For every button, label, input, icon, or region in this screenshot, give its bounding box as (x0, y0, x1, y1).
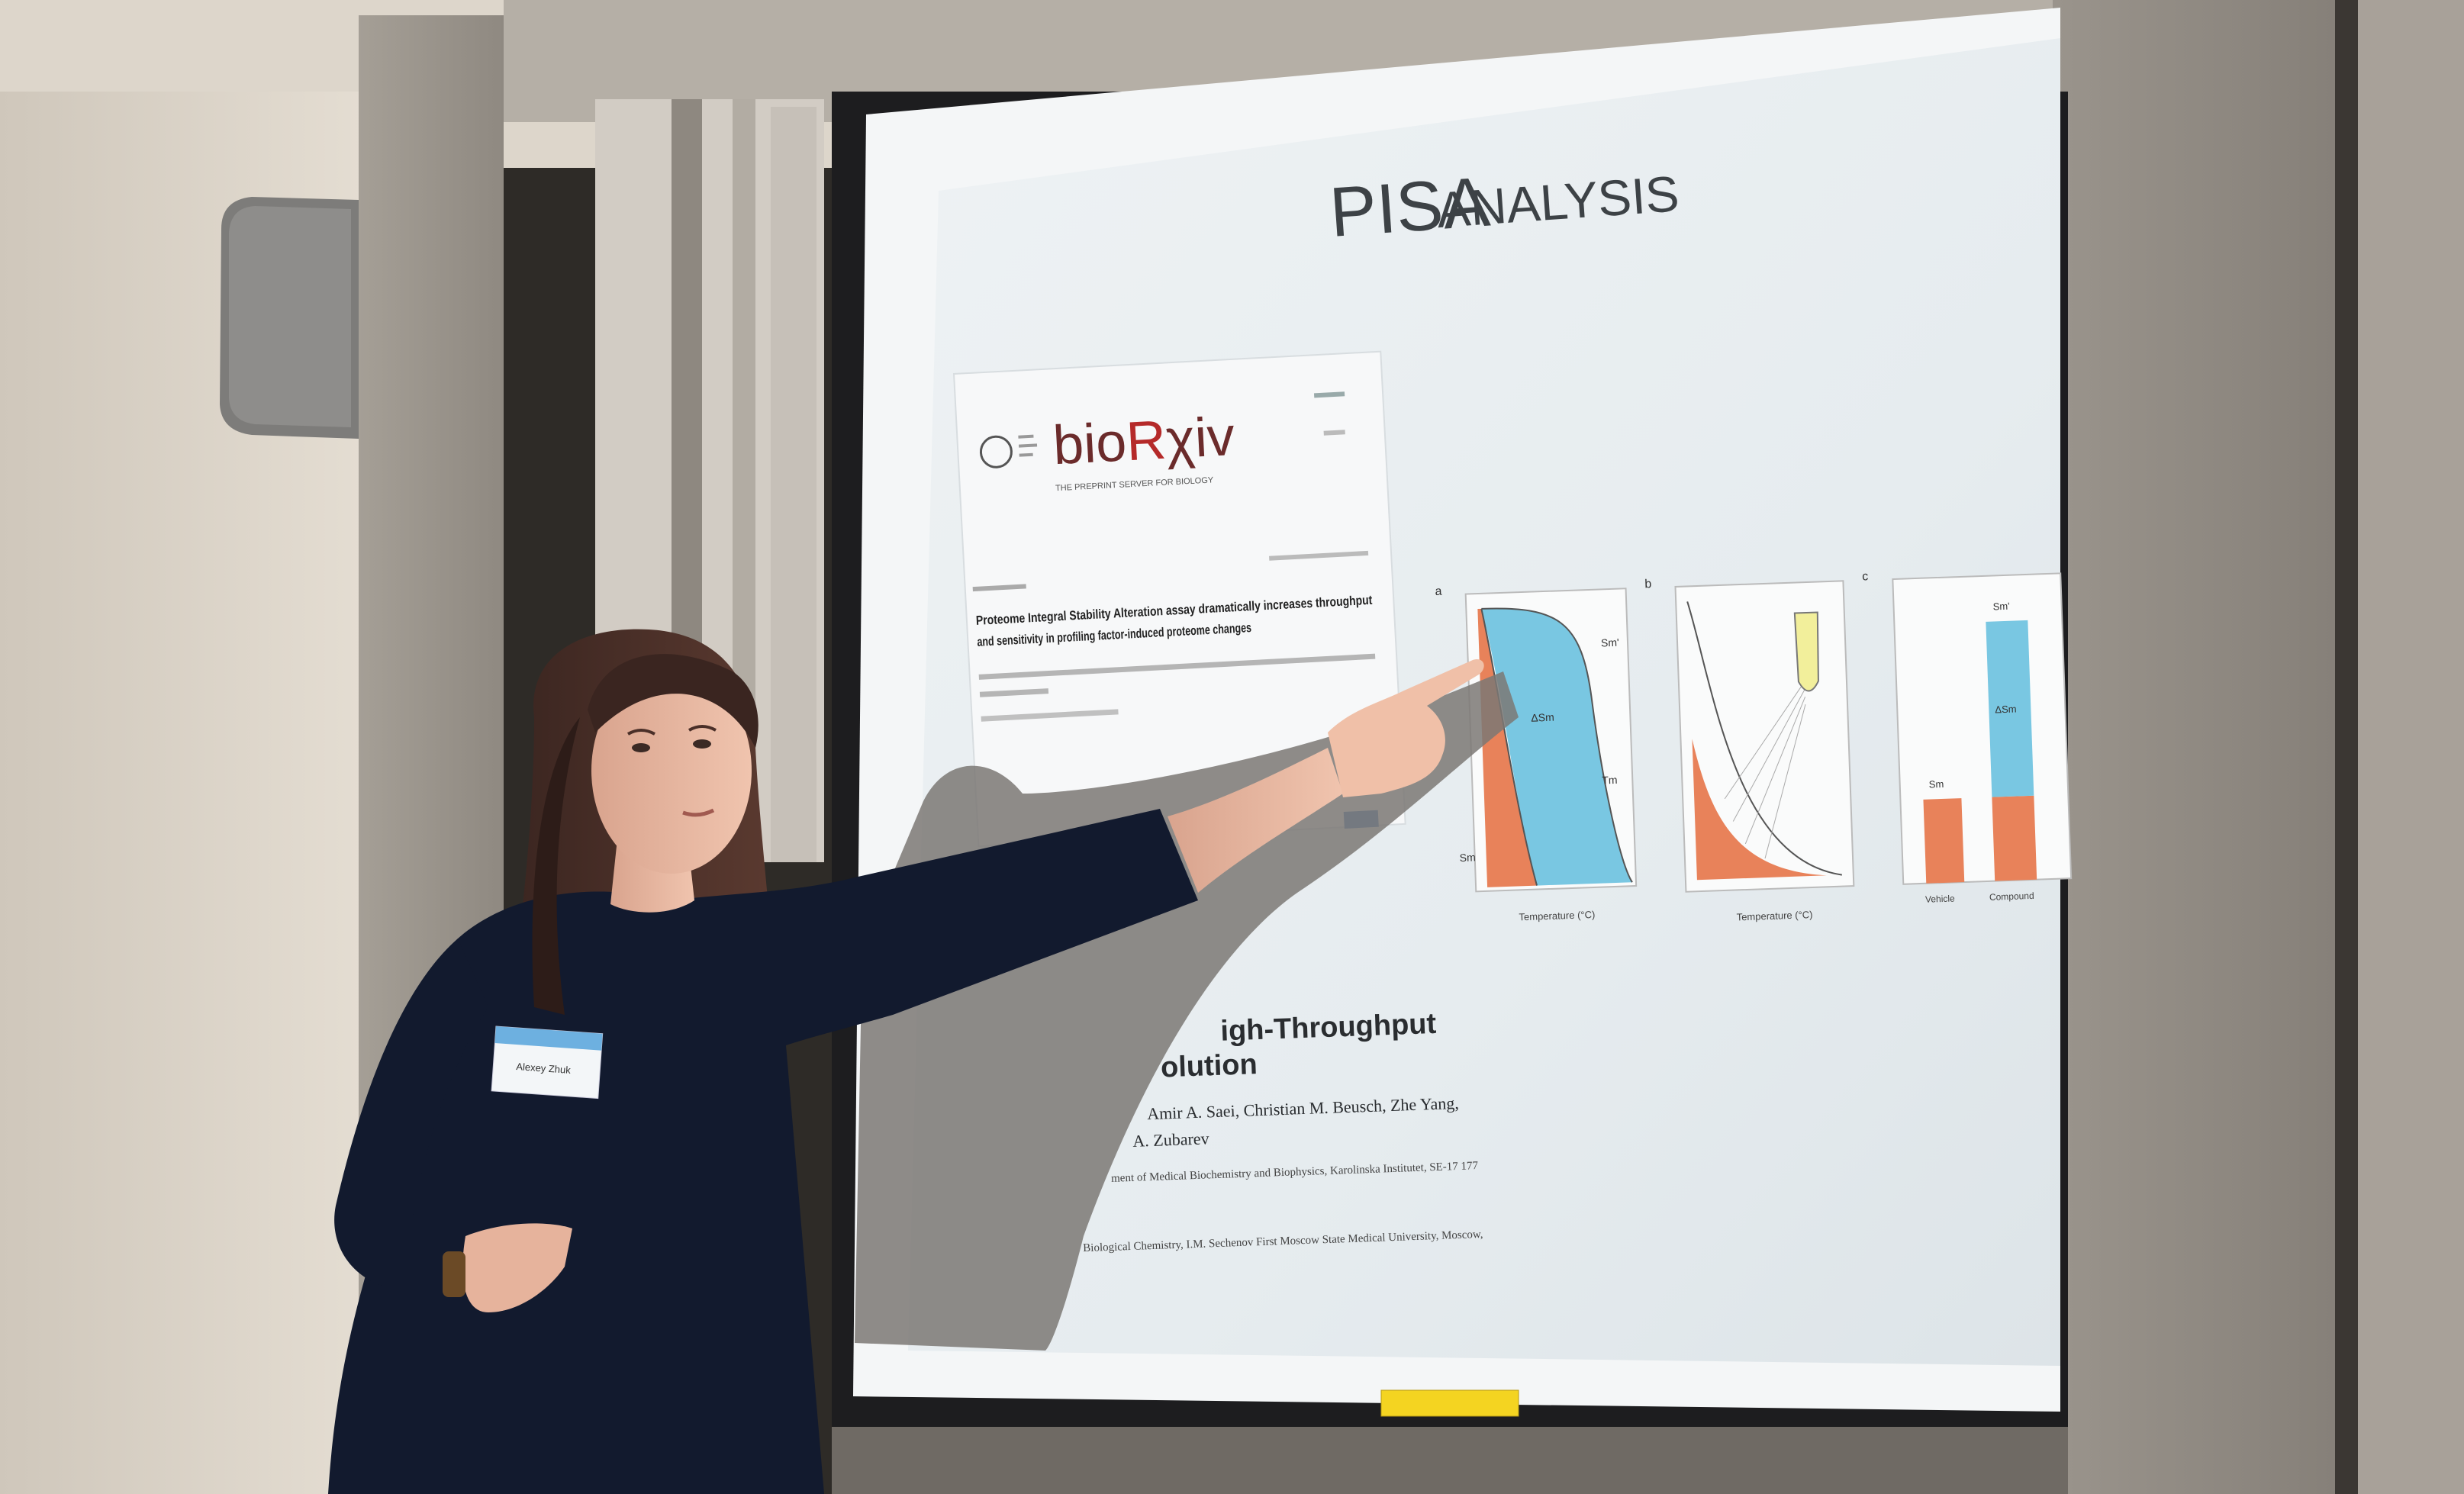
paper-title-fragment-1: igh-Throughput (1220, 1008, 1437, 1048)
panel-a-xlabel: Temperature (°C) (1519, 909, 1595, 922)
label-delta-s: ΔSm (1531, 711, 1554, 724)
screen-yellow-label (1380, 1389, 1519, 1417)
panel-a-label: a (1435, 585, 1442, 598)
paper-title-fragment-2: olution (1160, 1048, 1258, 1083)
presenter-eye-left (632, 743, 650, 752)
screen-bottom-edge (832, 1427, 2068, 1494)
name-badge: Alexey Zhuk (491, 1026, 604, 1100)
wall-speaker-icon (220, 197, 359, 439)
bar-delta-label: ΔSm (1995, 703, 2017, 715)
label-sm: Sm (1459, 851, 1476, 864)
figure-panels: a Sm' ΔSm Tm Sm Temperature (°C) b Tempe… (1435, 570, 2073, 922)
biorxiv-logo: bioRχiv (1052, 406, 1236, 476)
tube-icon (1793, 611, 1819, 692)
panel-c-label: c (1862, 570, 1869, 583)
presenter-watch (443, 1251, 465, 1297)
bar-compound-base (1992, 795, 2037, 881)
bar-vehicle-label: Sm (1928, 778, 1944, 790)
presenter-lower-hand (462, 1223, 572, 1312)
presenter-face (591, 668, 752, 874)
paper-authors-2: A. Zubarev (1132, 1129, 1209, 1150)
bar-vehicle (1923, 798, 1965, 884)
right-dark-edge (2335, 0, 2358, 1494)
bar-compound-delta (1986, 620, 2034, 797)
csh-logo (979, 435, 1013, 468)
presenter-eye-right (693, 739, 711, 749)
presenter-forearm (1168, 748, 1343, 893)
right-far-wall (2358, 0, 2464, 1494)
slide-title: PISA ANALYSIS (1327, 163, 1680, 252)
panel-b-orange-area (1692, 739, 1827, 881)
panel-a-blue-area (1481, 608, 1632, 886)
category-compound: Compound (1989, 890, 2034, 903)
presenter-left-arm (334, 939, 488, 1290)
bar-compound-label: Sm' (1992, 600, 2009, 613)
category-vehicle: Vehicle (1925, 893, 1955, 904)
label-tm: Tm (1602, 774, 1618, 787)
badge-name: Alexey Zhuk (516, 1061, 572, 1076)
label-sm-prime: Sm' (1601, 636, 1619, 649)
panel-b-label: b (1644, 578, 1652, 591)
presenter-mouth (682, 808, 715, 817)
slide-title-main: PISA (1327, 163, 1493, 252)
panel-c-frame (1892, 572, 2073, 885)
presenter: Alexey Zhuk (328, 629, 1484, 1494)
panel-b-xlabel: Temperature (°C) (1736, 909, 1812, 922)
biorxiv-panel: bioRχiv THE PREPRINT SERVER FOR BIOLOGY … (952, 350, 1406, 848)
pointing-hand-icon (1328, 659, 1484, 797)
panel-b-rays (1724, 681, 1806, 859)
